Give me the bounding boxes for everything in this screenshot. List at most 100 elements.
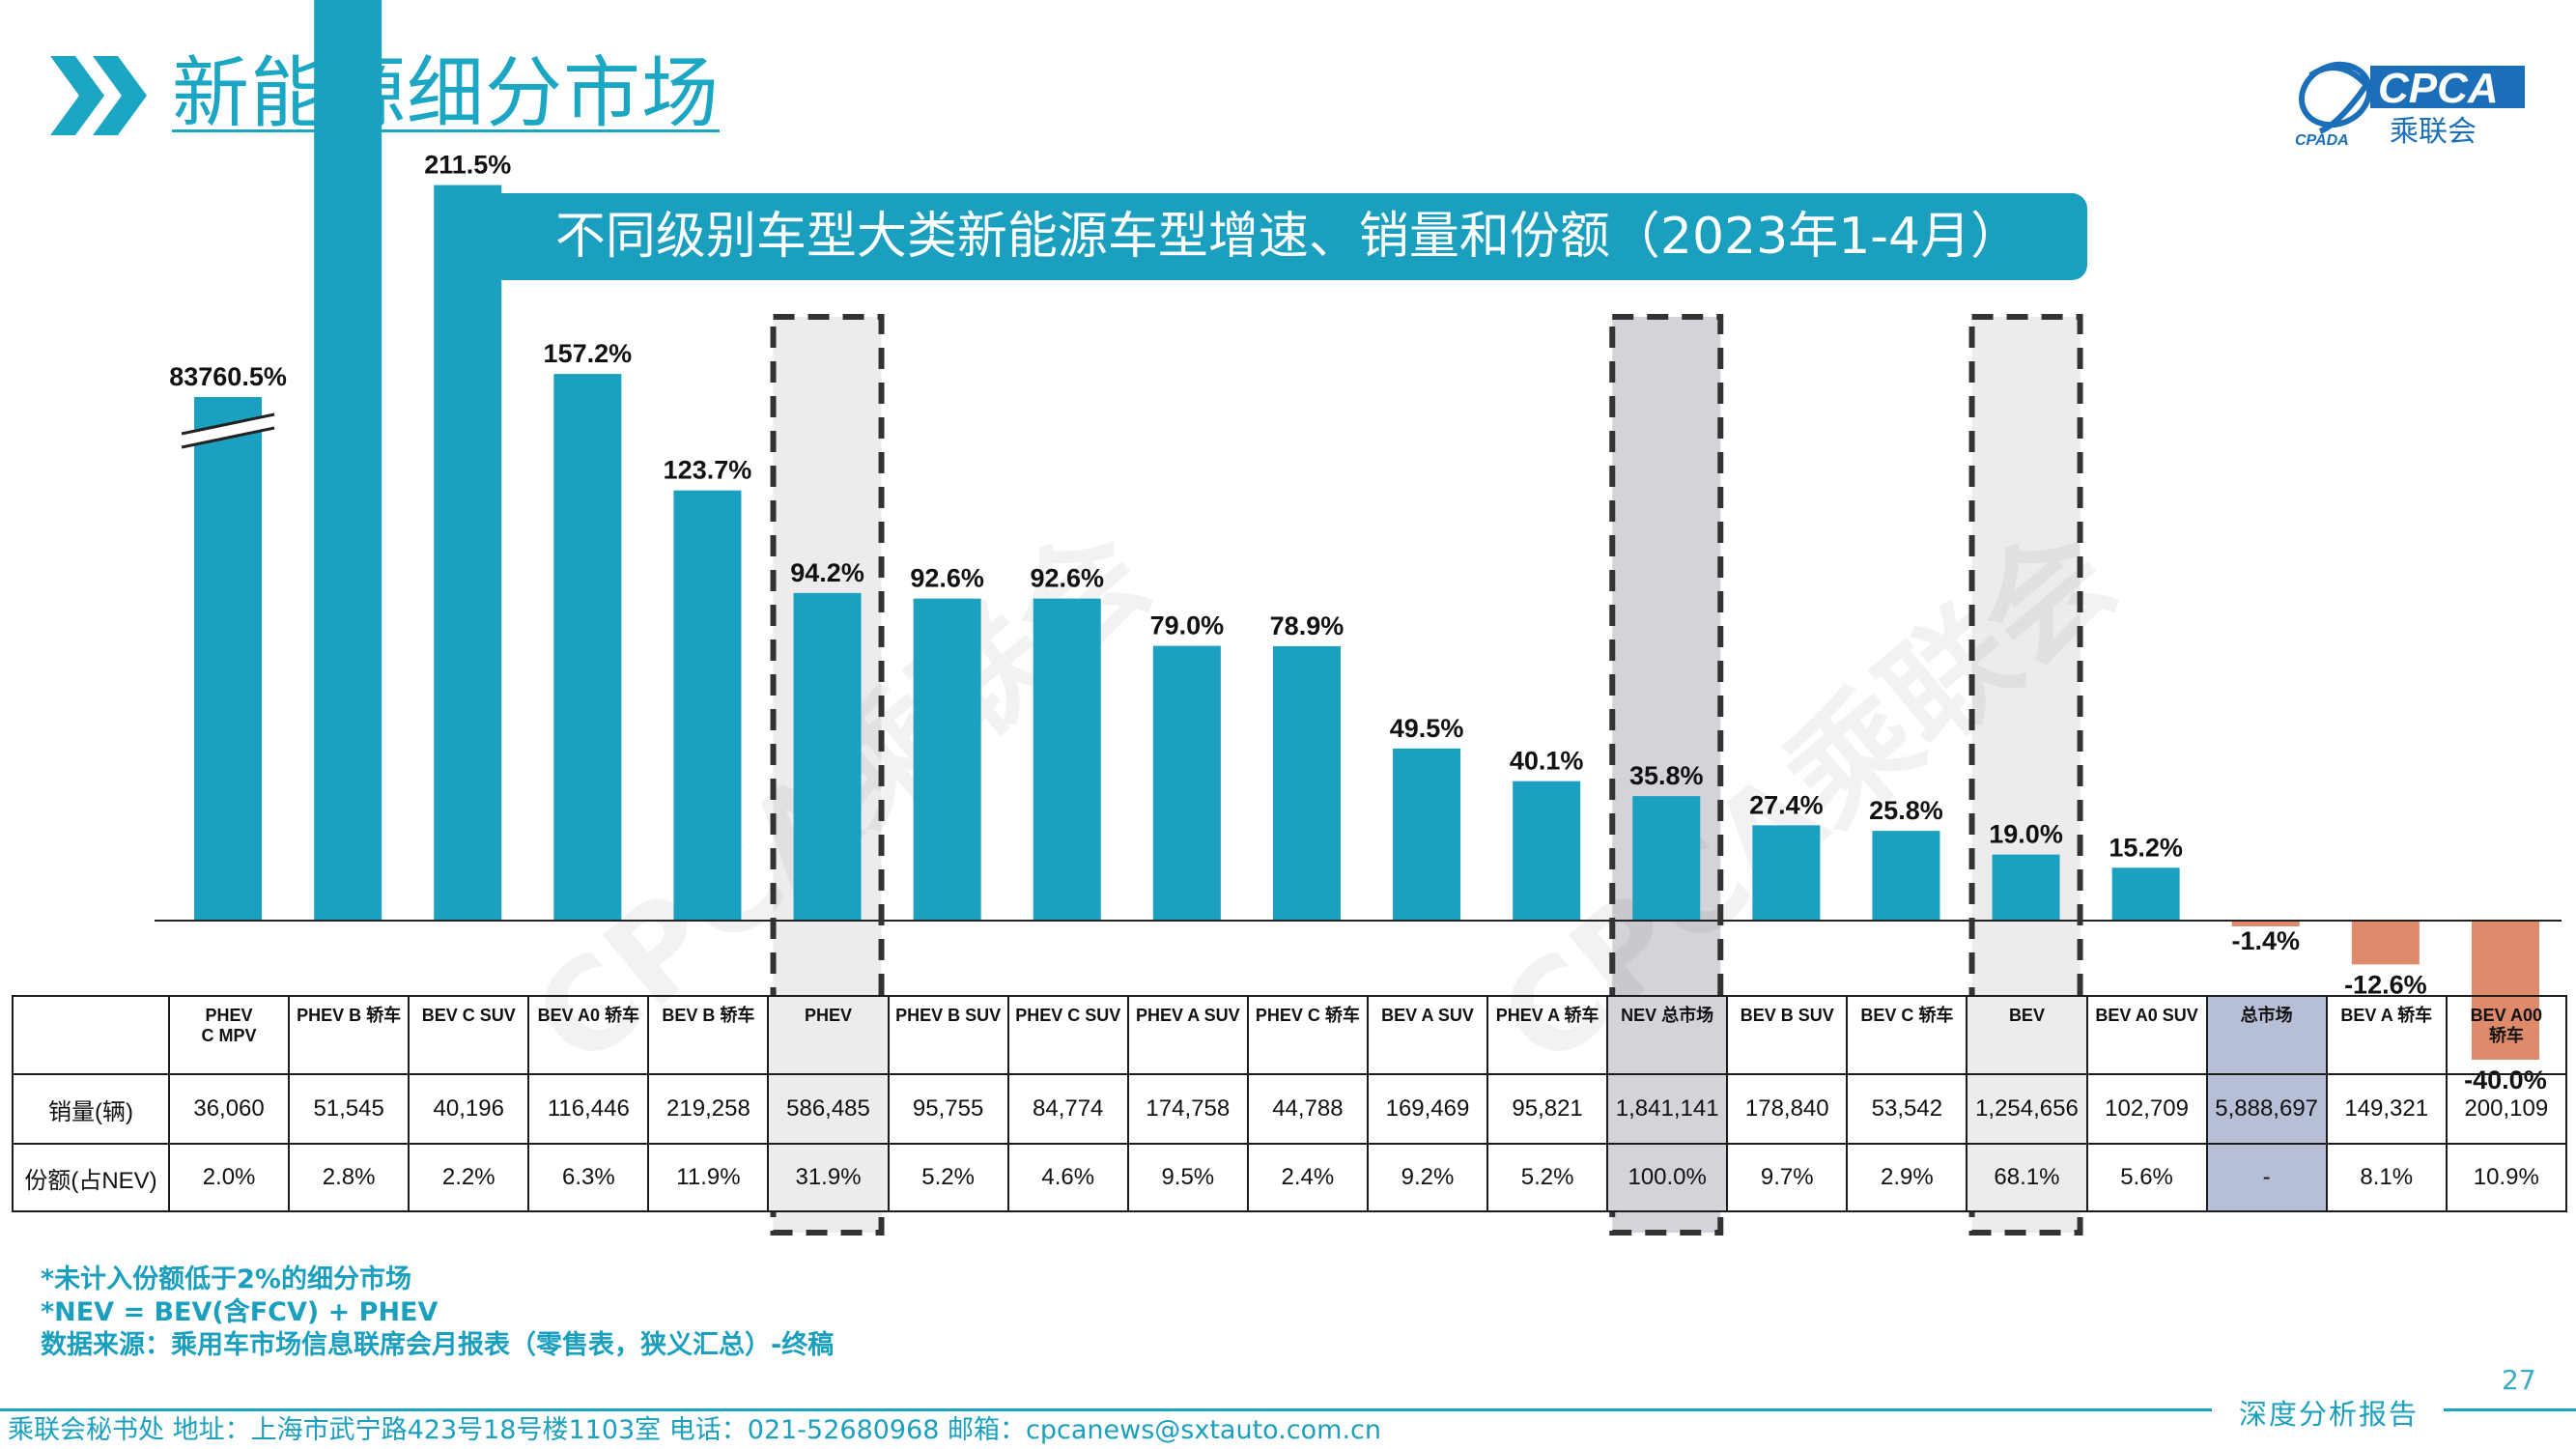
bar — [1872, 831, 1940, 921]
bar-value-label: -12.6% — [2344, 970, 2427, 999]
highlight-frame — [770, 314, 885, 1236]
logo-small-text: CPADA — [2295, 132, 2349, 149]
bar-value-label: 123.7% — [664, 456, 752, 485]
share-cell: 2.9% — [1846, 1143, 1968, 1212]
sales-cell: 95,755 — [887, 1073, 1009, 1145]
sales-cell: 178,840 — [1726, 1073, 1849, 1145]
sales-cell: 5,888,697 — [2205, 1073, 2328, 1145]
footnote-1: *未计入份额低于2%的细分市场 — [41, 1264, 411, 1294]
footer-contact: 乘联会秘书处 地址：上海市武宁路423号18号楼1103室 电话：021-526… — [8, 1415, 1382, 1445]
table-header-cell: PHEV — [767, 995, 890, 1075]
table-header-cell: BEV C SUV — [408, 995, 530, 1075]
table-header-cell: PHEV A 轿车 — [1486, 995, 1609, 1075]
bar-value-label: 79.0% — [1150, 611, 1225, 640]
sales-cell: 1,254,656 — [1966, 1073, 2088, 1145]
bar-value-label: 83760.5% — [169, 362, 287, 391]
share-cell: 9.7% — [1726, 1143, 1849, 1212]
chart-banner-title: 不同级别车型大类新能源车型增速、销量和份额（2023年1-4月） — [489, 193, 2087, 280]
table-header-cell: BEV A00 轿车 — [2445, 995, 2567, 1075]
bar — [1152, 645, 1221, 921]
table-header-cell: BEV — [1966, 995, 2088, 1075]
sales-cell: 219,258 — [647, 1073, 770, 1145]
bar-value-label: 35.8% — [1629, 761, 1704, 790]
sales-cell: 200,109 — [2445, 1073, 2567, 1145]
bar — [1393, 748, 1461, 921]
table-header-cell: BEV B 轿车 — [647, 995, 770, 1075]
table-header-cell: BEV B SUV — [1726, 995, 1849, 1075]
bar — [194, 397, 263, 921]
sales-cell: 95,821 — [1486, 1073, 1609, 1145]
page-title: 新能源细分市场 — [172, 48, 720, 138]
table-header-cell: PHEV C MPV — [167, 995, 291, 1075]
sales-cell: 36,060 — [167, 1073, 291, 1145]
sales-cell: 149,321 — [2325, 1073, 2448, 1145]
bar — [673, 490, 742, 921]
footer-divider — [0, 1408, 2212, 1411]
share-cell: 6.3% — [527, 1143, 650, 1212]
table-header-row: PHEV C MPV PHEV B 轿车 BEV C SUV BEV A0 轿车 BEV … — [12, 995, 2567, 1075]
share-cell: 9.2% — [1366, 1143, 1489, 1212]
bar-value-label: 92.6% — [1030, 564, 1104, 593]
bar-value-label: -1.4% — [2231, 926, 2300, 955]
share-cell: 5.2% — [887, 1143, 1009, 1212]
bar-value-label: 25.8% — [1869, 796, 1943, 825]
table-header-cell: BEV A0 SUV — [2085, 995, 2208, 1075]
sales-cell: 1,841,141 — [1606, 1073, 1729, 1145]
bar-value-label: 40.1% — [1510, 747, 1584, 776]
bar-value-label: 49.5% — [1390, 714, 1464, 743]
axis-break-mark — [181, 426, 275, 449]
highlight-frame — [1968, 314, 2083, 1236]
bar-value-label: 27.4% — [1749, 790, 1824, 819]
sales-cell: 51,545 — [288, 1073, 410, 1145]
bar — [1752, 825, 1821, 921]
table-header-cell: PHEV C SUV — [1006, 995, 1129, 1075]
data-table: PHEV C MPV PHEV B 轿车 BEV C SUV BEV A0 轿车 BEV … — [12, 995, 2567, 1212]
sales-cell: 102,709 — [2085, 1073, 2208, 1145]
bar — [793, 592, 862, 921]
table-header-cell: PHEV C 轿车 — [1246, 995, 1369, 1075]
table-header-cell: PHEV A SUV — [1126, 995, 1249, 1075]
footnotes: *未计入份额低于2%的细分市场 *NEV = BEV(含FCV) + PHEV … — [41, 1264, 834, 1362]
share-cell: 4.6% — [1006, 1143, 1129, 1212]
sales-cell: 40,196 — [408, 1073, 530, 1145]
bar-layer — [181, 0, 2539, 1060]
share-cell: - — [2205, 1143, 2328, 1212]
report-tag: 深度分析报告 — [2239, 1398, 2420, 1431]
table-header-cell: BEV A0 轿车 — [527, 995, 650, 1075]
table-header-cell: BEV A 轿车 — [2325, 995, 2448, 1075]
share-cell: 5.2% — [1486, 1143, 1609, 1212]
table-header-cell: NEV 总市场 — [1606, 995, 1729, 1075]
bar — [1632, 796, 1701, 921]
bar-value-label: 157.2% — [544, 339, 633, 368]
bar — [1992, 854, 2060, 921]
bar-value-label: 78.9% — [1270, 611, 1345, 640]
bar — [1513, 781, 1581, 921]
table-header-cell: 总市场 — [2205, 995, 2328, 1075]
share-cell: 100.0% — [1606, 1143, 1729, 1212]
bar — [2351, 921, 2420, 965]
table-corner — [12, 995, 170, 1075]
logo-text: CPCA — [2378, 65, 2499, 112]
bar — [2111, 867, 2180, 921]
bar-value-label: 211.5% — [424, 151, 511, 180]
table-header-cell: PHEV B 轿车 — [288, 995, 410, 1075]
sales-cell: 84,774 — [1006, 1073, 1129, 1145]
share-cell: 10.9% — [2445, 1143, 2567, 1212]
share-cell: 5.6% — [2085, 1143, 2208, 1212]
data-label-layer: 83760.5%414.2%211.5%157.2%123.7%94.2%92.… — [169, 151, 2546, 1094]
footnote-2: *NEV = BEV(含FCV) + PHEV — [41, 1297, 439, 1327]
bar-value-label: 19.0% — [1989, 820, 2063, 849]
table-row-share: 份额(占NEV) 2.0% 2.8% 2.2% 6.3% 11.9% 31.9% 5.2% 4.… — [12, 1143, 2567, 1212]
sales-cell: 586,485 — [767, 1073, 890, 1145]
table-row-sales: 销量(辆) 36,060 51,545 40,196 116,446 219,258 586… — [12, 1073, 2567, 1145]
axis-break-gap — [181, 414, 275, 447]
row-label-share: 份额(占NEV) — [12, 1143, 170, 1212]
sales-cell: 44,788 — [1246, 1073, 1369, 1145]
sales-cell: 169,469 — [1366, 1073, 1489, 1145]
share-cell: 31.9% — [767, 1143, 890, 1212]
footer-divider-right — [2444, 1408, 2576, 1411]
sales-cell: 116,446 — [527, 1073, 650, 1145]
share-cell: 2.4% — [1246, 1143, 1369, 1212]
logo-sub-text: 乘联会 — [2390, 115, 2477, 149]
sales-cell: 53,542 — [1846, 1073, 1968, 1145]
